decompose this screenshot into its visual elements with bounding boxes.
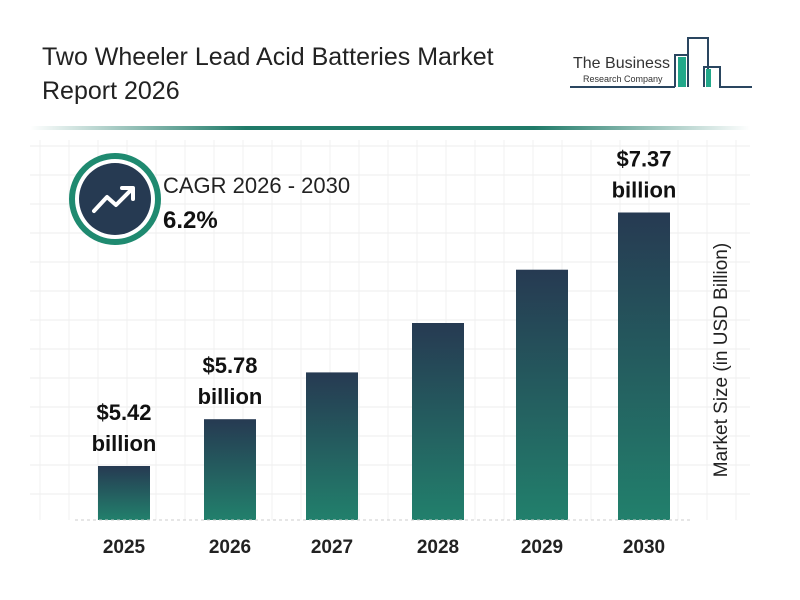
chart-title: Two Wheeler Lead Acid Batteries Market R…	[42, 43, 494, 105]
logo-line2: Research Company	[583, 74, 663, 84]
x-tick-label: 2027	[311, 537, 353, 558]
bar-2025	[98, 466, 150, 520]
data-label-unit: billion	[198, 384, 263, 409]
bar-2027	[306, 372, 358, 520]
bar-2029	[516, 269, 568, 520]
x-tick-label: 2030	[623, 537, 665, 558]
bar-2028	[412, 323, 464, 520]
logo-buildings-icon	[570, 37, 752, 88]
divider	[30, 126, 750, 130]
bar-2026	[204, 419, 256, 520]
data-label-unit: billion	[612, 178, 677, 203]
company-logo: The Business Research Company	[570, 35, 755, 95]
x-tick-label: 2026	[209, 537, 251, 558]
bar-2030	[618, 212, 670, 520]
data-label-value: $5.78	[202, 353, 257, 378]
x-tick-label: 2028	[417, 537, 459, 558]
data-label-value: $7.37	[616, 147, 671, 172]
cagr-label: CAGR 2026 - 2030	[163, 173, 351, 198]
data-label-value: $5.42	[96, 400, 151, 425]
x-tick-label: 2029	[521, 537, 563, 558]
logo-line1: The Business	[573, 55, 670, 72]
trending-up-icon	[69, 153, 161, 245]
cagr-value: 6.2%	[163, 207, 218, 234]
y-axis-label: Market Size (in USD Billion)	[711, 242, 732, 478]
data-label-unit: billion	[92, 431, 157, 456]
x-tick-label: 2025	[103, 537, 146, 558]
